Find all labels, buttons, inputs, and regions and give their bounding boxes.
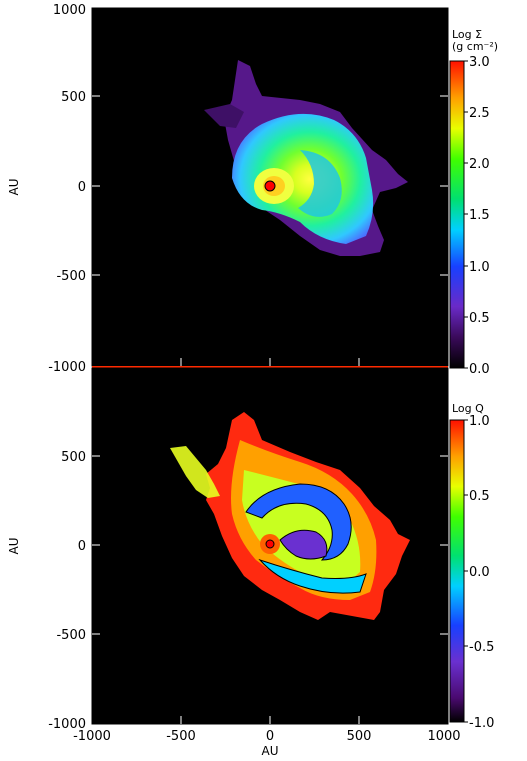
top-panel: 1000 500 0 -500 -1000 AU Log Σ (g cm⁻²) … [7, 3, 498, 377]
bottom-cyan-region [258, 558, 367, 594]
top-outer-wisp [204, 104, 244, 128]
top-colorbar-tick-label: 2.5 [469, 106, 490, 121]
bottom-panel: 500 0 -500 -1000 AU -1000 -500 0 500 100… [7, 367, 494, 758]
top-colorbar-tick-label: 1.0 [469, 260, 490, 275]
bottom-colorbar-tick-label: 0.0 [469, 565, 490, 580]
bottom-ytick-label: -1000 [48, 717, 86, 732]
top-ylabel: AU [7, 179, 21, 196]
bottom-star-marker [265, 539, 275, 549]
bottom-colorbar-tick-label: 0.5 [469, 489, 490, 504]
top-ytick-label: -500 [56, 269, 86, 284]
top-spiral-arm [298, 150, 342, 217]
top-colorbar-units: (g cm⁻²) [452, 40, 498, 53]
bottom-spiral-arm-low-q [245, 483, 352, 561]
top-ytick-label: 1000 [53, 3, 86, 18]
bottom-colorbar-tick-label: 1.0 [469, 414, 490, 429]
bottom-colorbar-ticks [464, 419, 468, 723]
top-colorbar-tick-label: 1.5 [469, 208, 490, 223]
top-star-marker [264, 180, 276, 192]
top-colorbar-tick-label: 2.0 [469, 157, 490, 172]
bottom-colorbar [449, 419, 465, 723]
bottom-ytick-label: 500 [61, 450, 86, 465]
top-ytick-label: 500 [61, 90, 86, 105]
top-ytick-label: -1000 [48, 360, 86, 375]
top-spiral-disk [232, 113, 374, 244]
bottom-xtick-label: 500 [347, 729, 372, 744]
top-colorbar-tick-label: 0.5 [469, 311, 490, 326]
bottom-ylabel: AU [7, 538, 21, 555]
bottom-colorbar-tick-label: -1.0 [469, 716, 494, 731]
top-colorbar [449, 60, 465, 369]
bottom-xtick-label: 1000 [427, 729, 460, 744]
bottom-colorbar-tick-label: -0.5 [469, 640, 494, 655]
top-colorbar-title: Log Σ [452, 28, 482, 41]
bottom-xtick-label: -1000 [73, 729, 111, 744]
top-colorbar-ticks [464, 60, 468, 369]
bottom-ytick-label: 0 [78, 539, 86, 554]
bottom-colorbar-title: Log Q [452, 402, 484, 415]
top-colorbar-tick-label: 3.0 [469, 55, 490, 70]
bottom-inner-arc [279, 529, 328, 560]
bottom-xtick-label: 0 [266, 729, 274, 744]
top-y-ticks [92, 95, 448, 366]
top-ytick-label: 0 [78, 180, 86, 195]
bottom-xlabel: AU [262, 744, 279, 758]
top-colorbar-tick-label: 0.0 [469, 362, 490, 377]
bottom-ticks [92, 455, 448, 724]
bottom-xtick-label: -500 [166, 729, 196, 744]
bottom-ytick-label: -500 [56, 628, 86, 643]
bottom-left-filament [170, 446, 220, 498]
